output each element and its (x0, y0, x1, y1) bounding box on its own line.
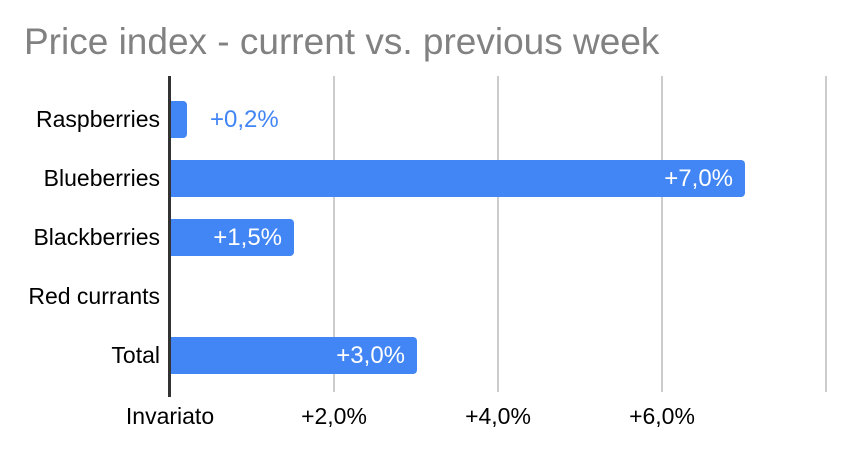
x-tick-label-invariato: Invariato (125, 403, 215, 429)
x-tick-label--4-0-: +4,0% (465, 403, 531, 429)
bar-raspberries (171, 101, 187, 138)
category-label-raspberries: Raspberries (36, 106, 160, 132)
gridline-2 (333, 76, 335, 392)
category-label-red-currants: Red currants (28, 283, 160, 309)
x-tick-label--6-0-: +6,0% (629, 403, 695, 429)
value-label-blueberries: +7,0% (664, 165, 733, 192)
bar-blueberries (171, 160, 745, 197)
value-label-total: +3,0% (336, 342, 405, 369)
gridline-8 (825, 76, 827, 392)
gridline-6 (661, 76, 663, 392)
value-label-raspberries: +0,2% (210, 106, 279, 133)
value-label-blackberries: +1,5% (213, 224, 282, 251)
category-label-blackberries: Blackberries (33, 224, 160, 250)
category-label-blueberries: Blueberries (43, 165, 160, 191)
bar-total (171, 337, 417, 374)
bar-blackberries (171, 219, 294, 256)
chart-title: Price index - current vs. previous week (24, 21, 660, 62)
category-label-total: Total (111, 342, 160, 368)
x-tick-label--2-0-: +2,0% (301, 403, 367, 429)
zero-axis-line (168, 76, 171, 397)
gridline-4 (497, 76, 499, 392)
